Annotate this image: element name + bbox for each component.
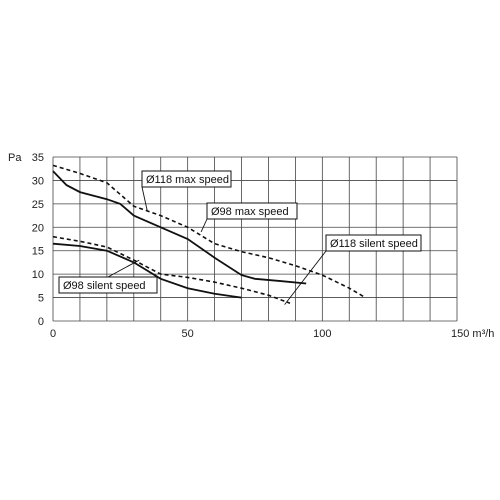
callout-label: Ø118 max speed <box>146 174 229 186</box>
x-tick-label: 50 <box>182 328 194 340</box>
series-line-3 <box>52 235 291 304</box>
y-tick-label: 25 <box>32 199 44 211</box>
series-line-1 <box>52 164 366 299</box>
callout-label: Ø118 silent speed <box>330 238 418 250</box>
tick-labels: 0 5 10 15 20 25 30 35 0 50 100 150 m³/h Pa <box>8 152 494 340</box>
callout: Ø118 silent speed <box>284 234 422 305</box>
y-tick-label: 5 <box>38 293 44 305</box>
y-tick-label: 15 <box>32 246 44 258</box>
callout-box <box>206 202 298 220</box>
y-tick-label: 10 <box>32 269 44 281</box>
callout-leader <box>200 218 208 233</box>
callout-leader <box>284 250 327 305</box>
y-tick-label: 20 <box>32 222 44 234</box>
callout-label: Ø98 max speed <box>211 206 289 218</box>
x-tick-label: 100 <box>313 328 331 340</box>
callout: Ø118 max speed <box>141 170 232 211</box>
callout-box <box>141 170 232 188</box>
callout-leader <box>141 186 148 211</box>
series-line-2 <box>52 170 307 285</box>
callout-label: Ø98 silent speed <box>63 280 146 292</box>
callout-box <box>325 234 422 252</box>
callout-box <box>58 276 158 294</box>
y-axis-label: Pa <box>8 152 22 164</box>
y-tick-label: 35 <box>32 152 44 164</box>
series-line-4 <box>52 242 242 299</box>
x-tick-label: 150 m³/h <box>451 328 494 340</box>
x-tick-label: 0 <box>50 328 56 340</box>
y-tick-label: 30 <box>32 175 44 187</box>
callout: Ø98 max speed <box>200 202 298 233</box>
callout-leader <box>107 259 140 278</box>
y-tick-label: 0 <box>38 316 44 328</box>
callouts: Ø118 max speed Ø98 max speed Ø118 silent s… <box>58 170 422 305</box>
callout: Ø98 silent speed <box>58 259 158 294</box>
series-group <box>52 164 366 304</box>
